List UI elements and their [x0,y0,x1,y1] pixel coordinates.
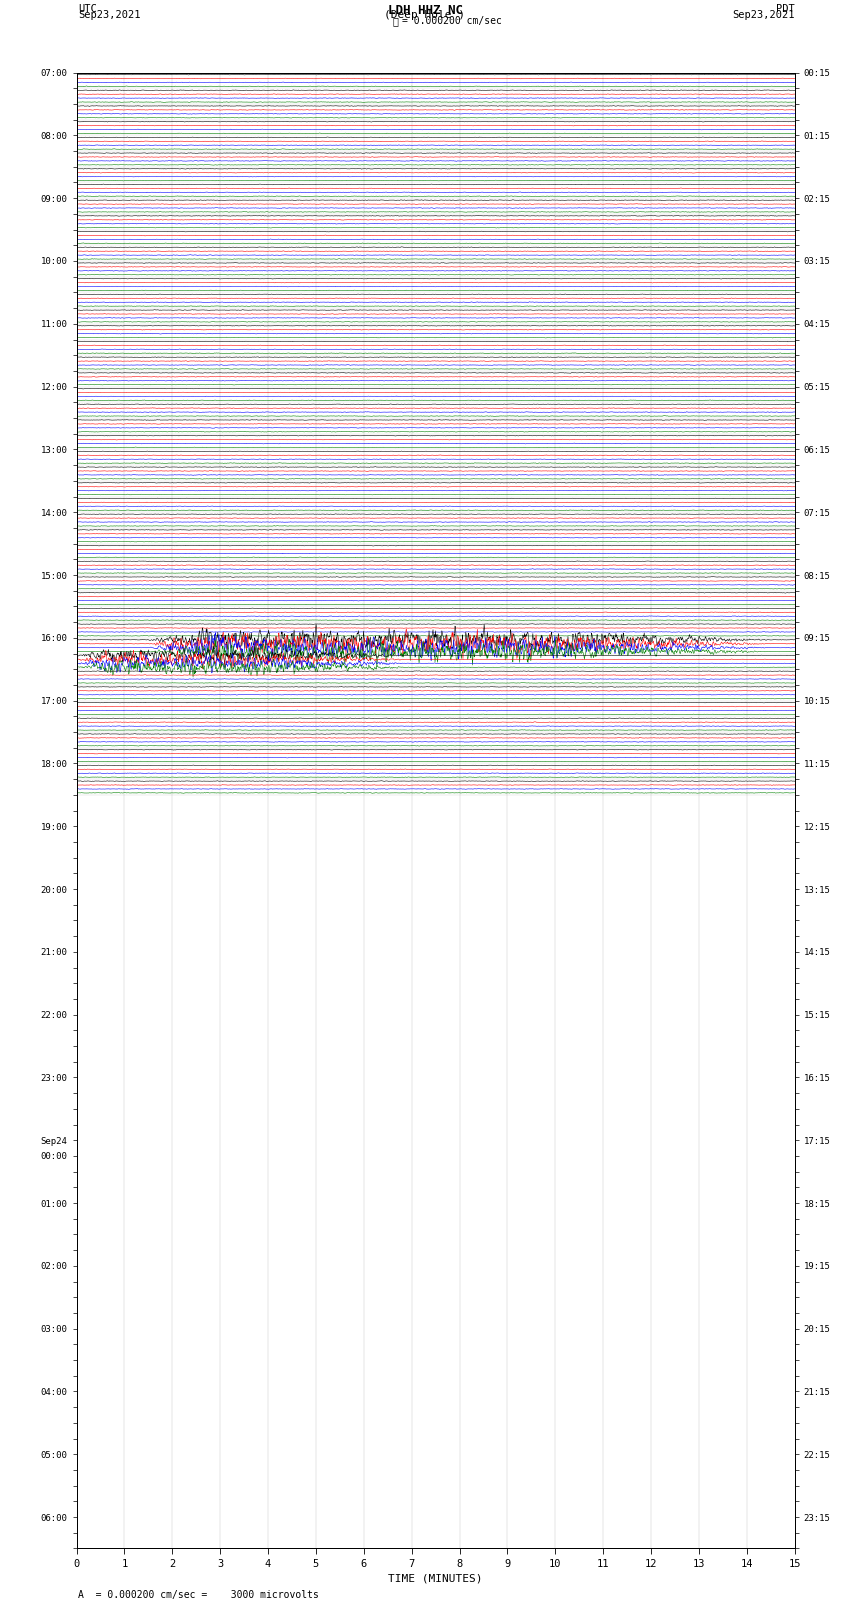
Text: Sep23,2021: Sep23,2021 [78,11,141,21]
Text: UTC: UTC [78,5,97,15]
Text: (Deep Hole ): (Deep Hole ) [384,11,466,21]
Text: A  = 0.000200 cm/sec =    3000 microvolts: A = 0.000200 cm/sec = 3000 microvolts [78,1590,319,1600]
Text: = 0.000200 cm/sec: = 0.000200 cm/sec [402,16,501,26]
Text: LDH HHZ NC: LDH HHZ NC [388,5,462,18]
Text: Sep23,2021: Sep23,2021 [732,11,795,21]
X-axis label: TIME (MINUTES): TIME (MINUTES) [388,1573,483,1582]
Text: PDT: PDT [776,5,795,15]
Text: ⎹: ⎹ [393,16,398,26]
